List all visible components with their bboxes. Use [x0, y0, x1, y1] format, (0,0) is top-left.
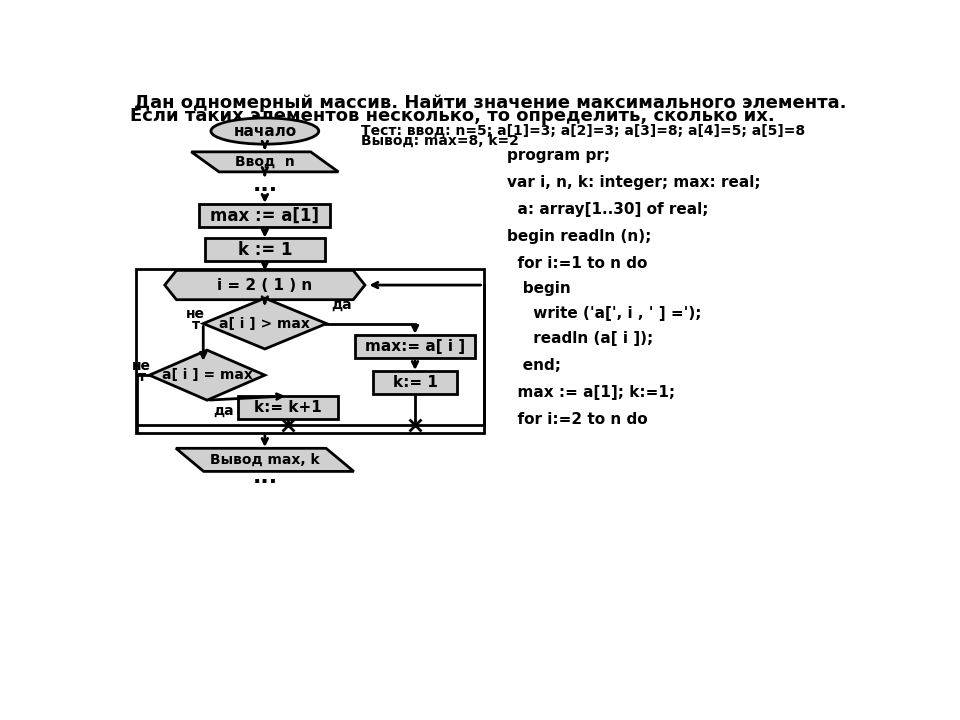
Text: begin readln (n);: begin readln (n); [508, 229, 652, 244]
Text: Если таких элементов несколько, то определить, сколько их.: Если таких элементов несколько, то опред… [131, 107, 775, 125]
Text: ...: ... [252, 175, 277, 195]
Polygon shape [150, 350, 265, 400]
Text: program pr;: program pr; [508, 148, 611, 163]
Text: max:= a[ i ]: max:= a[ i ] [365, 339, 465, 354]
Text: i = 2 ( 1 ) n: i = 2 ( 1 ) n [217, 277, 312, 292]
Polygon shape [204, 298, 326, 349]
Text: да: да [331, 297, 352, 311]
Text: for i:=2 to n do: for i:=2 to n do [508, 412, 648, 426]
Text: Ввод  n: Ввод n [235, 155, 295, 169]
Text: да: да [214, 404, 234, 418]
Text: var i, n, k: integer; max: real;: var i, n, k: integer; max: real; [508, 175, 761, 190]
Text: a[ i ] > max: a[ i ] > max [220, 317, 310, 330]
Text: for i:=1 to n do: for i:=1 to n do [508, 256, 648, 271]
Text: k:= k+1: k:= k+1 [254, 400, 322, 415]
FancyBboxPatch shape [238, 396, 338, 419]
FancyBboxPatch shape [355, 335, 474, 359]
Text: readln (a[ i ]);: readln (a[ i ]); [508, 331, 654, 346]
Text: a[ i ] = max: a[ i ] = max [161, 368, 252, 382]
Text: Дан одномерный массив. Найти значение максимального элемента.: Дан одномерный массив. Найти значение ма… [134, 94, 847, 112]
Text: max := a[1]; k:=1;: max := a[1]; k:=1; [508, 384, 676, 400]
Polygon shape [176, 449, 354, 472]
Text: Вывод max, k: Вывод max, k [210, 453, 320, 467]
Text: не: не [132, 359, 151, 373]
FancyBboxPatch shape [205, 238, 324, 261]
Ellipse shape [211, 118, 319, 144]
Text: начало: начало [233, 124, 297, 138]
Text: т: т [191, 318, 200, 332]
Text: a: array[1..30] of real;: a: array[1..30] of real; [508, 202, 708, 217]
Text: т: т [137, 369, 146, 384]
Text: Вывод: max=8, k=2: Вывод: max=8, k=2 [361, 134, 519, 148]
Text: end;: end; [508, 358, 562, 373]
Text: k:= 1: k:= 1 [393, 374, 438, 390]
FancyBboxPatch shape [372, 371, 457, 394]
FancyBboxPatch shape [200, 204, 330, 228]
Polygon shape [165, 271, 365, 300]
Text: write ('a[', i , ' ] =');: write ('a[', i , ' ] ='); [508, 306, 702, 321]
Text: Тест: ввод: n=5; a[1]=3; a[2]=3; a[3]=8; a[4]=5; a[5]=8: Тест: ввод: n=5; a[1]=3; a[2]=3; a[3]=8;… [361, 123, 805, 138]
Polygon shape [191, 152, 338, 172]
Text: не: не [186, 307, 205, 321]
Text: ...: ... [252, 467, 277, 487]
Text: k := 1: k := 1 [238, 240, 292, 258]
Text: begin: begin [508, 281, 571, 296]
Text: max := a[1]: max := a[1] [210, 207, 320, 225]
